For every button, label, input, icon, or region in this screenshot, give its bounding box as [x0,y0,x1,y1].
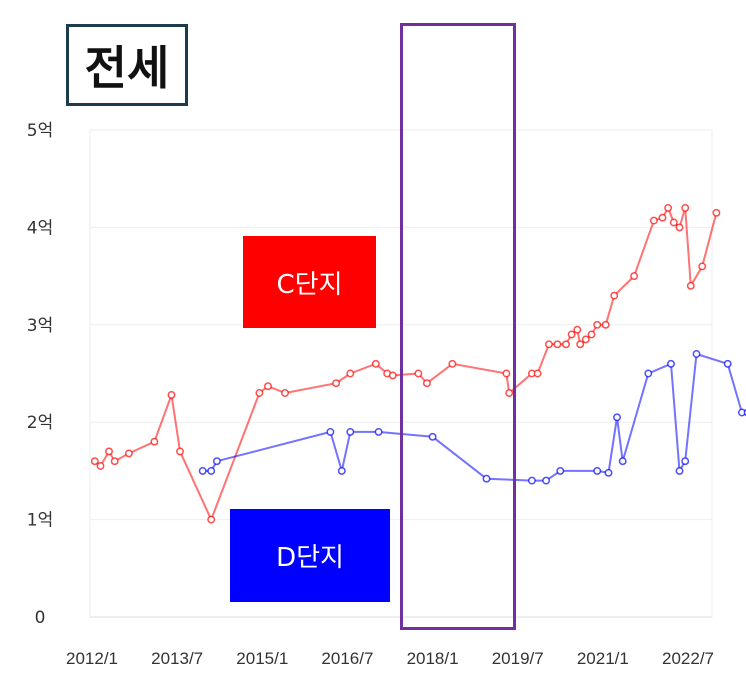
data-point [151,439,157,445]
data-point [693,351,699,357]
data-point [682,205,688,211]
y-axis-tick-labels: 0 1억 2억 3억 4억 5억 [27,121,53,628]
data-point [605,470,611,476]
data-point [534,370,540,376]
data-point [659,215,665,221]
data-point [668,361,674,367]
y-tick-label: 2억 [27,413,53,433]
series-label-d: D단지 [230,509,390,602]
data-point [126,450,132,456]
data-point [97,463,103,469]
chart-title: 전세 [66,24,188,106]
y-tick-label: 4억 [27,218,53,238]
data-point [725,361,731,367]
x-tick-label: 2016/7 [321,649,373,668]
data-point [208,468,214,474]
data-point [543,477,549,483]
data-point [200,468,206,474]
data-point [603,322,609,328]
data-point [676,224,682,230]
data-point [214,458,220,464]
data-point [588,331,594,337]
data-point [92,458,98,464]
data-point [265,383,271,389]
data-point [106,448,112,454]
data-point [645,370,651,376]
data-point [347,429,353,435]
highlight-rectangle [400,23,516,630]
data-point [583,336,589,342]
data-point [282,390,288,396]
data-point [676,468,682,474]
y-tick-label: 1억 [27,511,53,531]
x-tick-label: 2019/7 [492,649,544,668]
data-point [671,219,677,225]
x-tick-label: 2013/7 [151,649,203,668]
data-point [256,390,262,396]
data-point [112,458,118,464]
data-point [177,448,183,454]
data-point [614,414,620,420]
data-point [557,468,563,474]
data-point [620,458,626,464]
y-tick-label: 0 [35,608,46,628]
y-tick-label: 3억 [27,316,53,336]
data-point [568,331,574,337]
data-point [563,341,569,347]
data-point [347,370,353,376]
x-axis-tick-labels: 2012/1 2013/7 2015/1 2016/7 2018/1 2019/7 2021… [66,649,714,668]
data-point [375,429,381,435]
x-tick-label: 2022/7 [662,649,714,668]
data-point [699,263,705,269]
data-point [577,341,583,347]
y-tick-label: 5억 [27,121,53,141]
data-point [168,392,174,398]
data-point [339,468,345,474]
data-point [682,458,688,464]
data-point [651,217,657,223]
data-point [333,380,339,386]
data-point [208,516,214,522]
data-point [327,429,333,435]
data-point [546,341,552,347]
data-point [594,322,600,328]
x-tick-label: 2018/1 [407,649,459,668]
x-tick-label: 2012/1 [66,649,118,668]
data-point [574,327,580,333]
data-point [713,210,719,216]
data-point [390,372,396,378]
data-point [594,468,600,474]
data-point [631,273,637,279]
data-point [373,361,379,367]
data-point [688,283,694,289]
x-tick-label: 2015/1 [236,649,288,668]
data-point [529,477,535,483]
data-point [611,292,617,298]
data-point [554,341,560,347]
data-point [665,205,671,211]
x-tick-label: 2021/1 [577,649,629,668]
series-label-c: C단지 [243,236,376,328]
